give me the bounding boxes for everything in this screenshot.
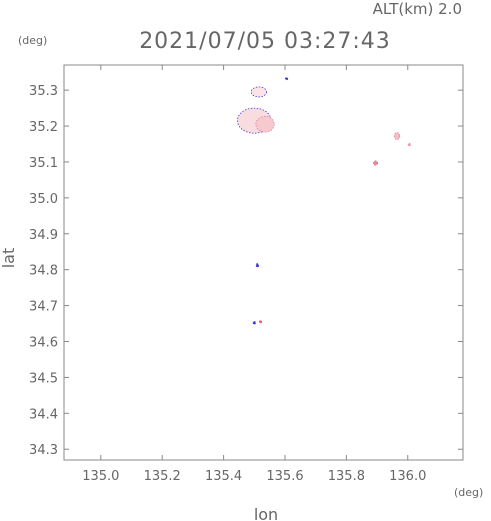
- data-marks: [237, 77, 411, 325]
- x-unit-label: (deg): [454, 486, 483, 499]
- y-tick-label: 34.3: [29, 443, 58, 458]
- chart-title: 2021/07/05 03:27:43: [139, 29, 391, 54]
- y-tick-label: 34.7: [29, 300, 58, 315]
- y-tick-label: 34.6: [29, 336, 58, 351]
- y-tick-label: 35.1: [29, 156, 58, 171]
- x-tick-label: 135.8: [328, 469, 365, 484]
- echo-cell: [407, 142, 411, 147]
- x-tick-label: 135.2: [144, 469, 181, 484]
- y-tick-label: 34.4: [29, 407, 58, 422]
- axis-ticks: 135.0 135.2 135.4 135.6 135.8 136.0 34.3 34.4 34…: [29, 65, 463, 484]
- echo-cell: [252, 320, 256, 325]
- x-axis-title: lon: [254, 505, 278, 521]
- y-tick-label: 35.0: [29, 192, 58, 207]
- altitude-label: ALT(km) 2.0: [373, 0, 462, 18]
- x-tick-label: 135.6: [266, 469, 303, 484]
- echo-cell: [255, 263, 259, 268]
- x-tick-label: 136.0: [389, 469, 426, 484]
- x-tick-label: 135.4: [205, 469, 242, 484]
- echo-cell: [393, 132, 401, 141]
- y-tick-label: 34.9: [29, 228, 58, 243]
- echo-cell: [372, 160, 379, 166]
- echo-cell: [258, 320, 263, 324]
- plot-area-frame: [63, 64, 464, 461]
- y-axis-title: lat: [0, 248, 18, 269]
- echo-cell: [284, 77, 289, 81]
- y-tick-label: 35.2: [29, 120, 58, 135]
- y-tick-label: 34.8: [29, 264, 58, 279]
- x-tick-label: 135.0: [82, 469, 119, 484]
- y-tick-label: 35.3: [29, 84, 58, 99]
- y-tick-label: 34.5: [29, 371, 58, 386]
- echo-cell: [255, 115, 275, 133]
- y-unit-label: (deg): [18, 34, 47, 47]
- echo-cell: [250, 86, 267, 98]
